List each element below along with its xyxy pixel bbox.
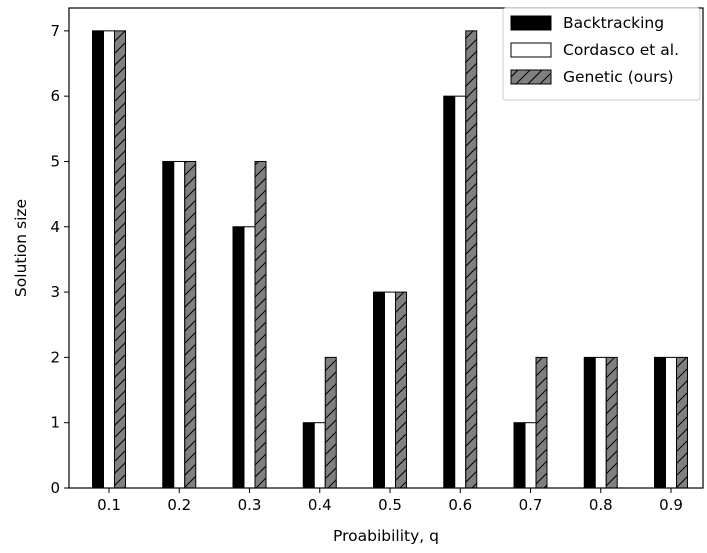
x-axis-label: Proabibility, q xyxy=(333,527,439,545)
bar-genetic-ours-0.5 xyxy=(395,291,407,489)
bar-genetic-ours-0.4 xyxy=(324,356,337,489)
x-tick-label: 0.2 xyxy=(167,496,191,514)
bars-layer xyxy=(92,30,688,489)
legend-swatch xyxy=(510,15,552,31)
x-tick-label: 0.9 xyxy=(659,496,683,514)
x-tick-label: 0.6 xyxy=(448,496,472,514)
bar-cordasco-et-al-0.1 xyxy=(103,30,115,489)
bar-genetic-ours-0.9 xyxy=(676,356,688,489)
bar-genetic-ours-0.3 xyxy=(254,160,267,489)
bar-backtracking-0.4 xyxy=(302,422,315,489)
x-tick-label: 0.7 xyxy=(519,496,543,514)
bar-cordasco-et-al-0.9 xyxy=(665,356,677,489)
x-tick-label: 0.3 xyxy=(238,496,262,514)
bar-genetic-ours-0.1 xyxy=(114,30,126,489)
x-tick-label: 0.4 xyxy=(308,496,332,514)
x-tick-label: 0.1 xyxy=(97,496,121,514)
bar-genetic-ours-0.7 xyxy=(535,356,548,489)
bar-cordasco-et-al-0.5 xyxy=(384,291,396,489)
y-tick-label: 3 xyxy=(50,283,60,301)
bar-backtracking-0.3 xyxy=(232,226,245,489)
bar-cordasco-et-al-0.8 xyxy=(594,356,607,489)
bar-cordasco-et-al-0.7 xyxy=(524,422,537,489)
bar-genetic-ours-0.6 xyxy=(465,30,478,489)
bar-backtracking-0.2 xyxy=(162,160,175,489)
legend-label: Cordasco et al. xyxy=(563,41,679,59)
plot-area-frame xyxy=(68,7,704,489)
bar-genetic-ours-0.2 xyxy=(184,160,197,489)
bar-backtracking-0.5 xyxy=(373,291,385,489)
y-tick-label: 4 xyxy=(50,218,60,236)
legend-label: Backtracking xyxy=(563,14,664,32)
bar-backtracking-0.8 xyxy=(583,356,596,489)
y-tick-label: 6 xyxy=(50,87,60,105)
y-tick-label: 2 xyxy=(50,348,60,366)
y-tick-label: 0 xyxy=(50,479,60,497)
y-axis-label: Solution size xyxy=(12,199,30,297)
legend: Backtracking Cordasco et al. Genetic (ours… xyxy=(502,7,701,101)
legend-swatch xyxy=(510,69,552,85)
bar-cordasco-et-al-0.2 xyxy=(173,160,186,489)
x-axis-ticks: 0.1 0.2 0.3 0.4 0.5 0.6 0.7 0.8 0.9 xyxy=(97,488,683,514)
bar-backtracking-0.7 xyxy=(513,422,526,489)
y-tick-label: 5 xyxy=(50,152,60,170)
bar-backtracking-0.9 xyxy=(654,356,666,489)
bar-backtracking-0.1 xyxy=(92,30,104,489)
bar-cordasco-et-al-0.6 xyxy=(454,95,467,489)
legend-box xyxy=(502,7,701,101)
bar-cordasco-et-al-0.3 xyxy=(243,226,256,489)
y-axis-ticks: 0 1 2 3 4 5 6 7 xyxy=(50,22,69,497)
legend-label: Genetic (ours) xyxy=(563,68,674,86)
legend-entries: Backtracking Cordasco et al. Genetic (ours… xyxy=(510,14,679,86)
y-tick-label: 7 xyxy=(50,22,60,40)
bar-backtracking-0.6 xyxy=(443,95,456,489)
bar-genetic-ours-0.8 xyxy=(605,356,618,489)
y-tick-label: 1 xyxy=(50,414,60,432)
x-tick-label: 0.8 xyxy=(589,496,613,514)
bar-cordasco-et-al-0.4 xyxy=(313,422,326,489)
x-tick-label: 0.5 xyxy=(378,496,402,514)
legend-swatch xyxy=(510,42,552,58)
